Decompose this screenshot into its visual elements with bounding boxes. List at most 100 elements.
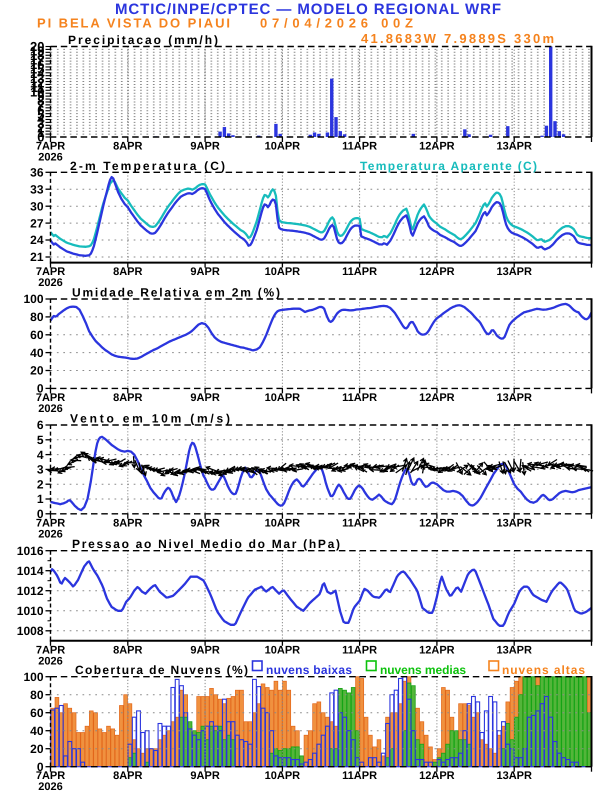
svg-text:nuvens altas: nuvens altas xyxy=(502,663,585,677)
svg-text:60: 60 xyxy=(30,328,44,342)
svg-text:8APR: 8APR xyxy=(113,392,142,404)
svg-text:3: 3 xyxy=(37,463,44,477)
svg-text:1: 1 xyxy=(37,492,44,506)
svg-text:2026: 2026 xyxy=(38,403,62,415)
svg-text:14: 14 xyxy=(30,66,45,81)
svg-text:5: 5 xyxy=(37,433,44,447)
svg-text:11APR: 11APR xyxy=(342,141,377,153)
svg-text:11APR: 11APR xyxy=(342,770,377,782)
svg-text:9APR: 9APR xyxy=(190,770,219,782)
svg-text:8APR: 8APR xyxy=(113,266,142,278)
svg-text:13APR: 13APR xyxy=(496,517,532,529)
svg-text:11APR: 11APR xyxy=(342,266,377,278)
svg-text:PI BELA VISTA DO PIAUI: PI BELA VISTA DO PIAUI xyxy=(37,16,230,31)
svg-text:13: 13 xyxy=(30,71,44,86)
svg-text:12APR: 12APR xyxy=(419,141,455,153)
svg-text:2026: 2026 xyxy=(38,781,62,792)
svg-text:100: 100 xyxy=(23,670,43,684)
svg-text:9: 9 xyxy=(37,89,44,104)
svg-text:7: 7 xyxy=(37,98,44,113)
svg-text:11APR: 11APR xyxy=(342,517,377,529)
svg-text:Umidade Relativa em 2m (%): Umidade Relativa em 2m (%) xyxy=(72,286,280,300)
svg-text:10APR: 10APR xyxy=(265,266,301,278)
svg-text:20: 20 xyxy=(30,742,44,756)
svg-text:2: 2 xyxy=(37,121,44,136)
svg-text:100: 100 xyxy=(23,292,43,306)
svg-text:1012: 1012 xyxy=(17,584,44,598)
svg-text:10APR: 10APR xyxy=(265,770,301,782)
svg-text:9APR: 9APR xyxy=(190,517,219,529)
svg-text:7APR: 7APR xyxy=(36,770,65,782)
svg-text:2: 2 xyxy=(37,477,44,491)
svg-text:10: 10 xyxy=(30,84,44,99)
svg-text:20: 20 xyxy=(30,364,44,378)
svg-text:6: 6 xyxy=(37,102,44,117)
svg-text:1008: 1008 xyxy=(17,624,44,638)
svg-text:8: 8 xyxy=(37,93,44,108)
svg-text:24: 24 xyxy=(30,233,44,247)
svg-text:Cobertura de Nuvens (%): Cobertura de Nuvens (%) xyxy=(75,663,248,677)
svg-text:40: 40 xyxy=(30,346,44,360)
svg-text:Precipitacao (mm/h): Precipitacao (mm/h) xyxy=(68,33,218,47)
svg-text:13APR: 13APR xyxy=(496,392,532,404)
svg-text:8APR: 8APR xyxy=(113,517,142,529)
svg-text:12APR: 12APR xyxy=(419,392,455,404)
svg-text:30: 30 xyxy=(30,199,44,213)
svg-text:2026: 2026 xyxy=(38,655,62,667)
svg-text:11APR: 11APR xyxy=(342,644,377,656)
svg-text:12APR: 12APR xyxy=(419,770,455,782)
svg-text:1014: 1014 xyxy=(17,564,44,578)
svg-text:9APR: 9APR xyxy=(190,392,219,404)
svg-text:19: 19 xyxy=(30,44,44,59)
svg-text:27: 27 xyxy=(30,216,44,230)
svg-text:13APR: 13APR xyxy=(496,770,532,782)
svg-text:MCTIC/INPE/CPTEC — MODELO REGI: MCTIC/INPE/CPTEC — MODELO REGIONAL WRF xyxy=(115,1,501,18)
svg-text:10APR: 10APR xyxy=(265,517,301,529)
svg-text:12APR: 12APR xyxy=(419,517,455,529)
svg-text:9APR: 9APR xyxy=(190,266,219,278)
svg-text:12APR: 12APR xyxy=(419,266,455,278)
svg-text:2-m Temperatura (C): 2-m Temperatura (C) xyxy=(70,159,225,173)
svg-text:07/04/2026 00Z: 07/04/2026 00Z xyxy=(260,16,413,31)
svg-text:80: 80 xyxy=(30,688,44,702)
svg-text:12APR: 12APR xyxy=(419,644,455,656)
svg-text:17: 17 xyxy=(30,53,44,68)
svg-text:0: 0 xyxy=(37,130,44,145)
svg-text:Temperatura Aparente (C): Temperatura Aparente (C) xyxy=(360,159,537,173)
svg-text:8APR: 8APR xyxy=(113,644,142,656)
svg-text:0: 0 xyxy=(37,760,44,774)
svg-text:6: 6 xyxy=(37,418,44,432)
svg-text:2026: 2026 xyxy=(38,277,62,289)
svg-text:9APR: 9APR xyxy=(190,644,219,656)
svg-text:1: 1 xyxy=(37,125,44,140)
svg-text:1016: 1016 xyxy=(17,544,44,558)
svg-text:Pressao ao Nivel Medio do Mar: Pressao ao Nivel Medio do Mar (hPa) xyxy=(72,537,340,551)
svg-text:nuvens baixas: nuvens baixas xyxy=(266,663,352,677)
svg-text:13APR: 13APR xyxy=(496,644,532,656)
svg-text:3: 3 xyxy=(37,116,44,131)
svg-text:0: 0 xyxy=(37,382,44,396)
svg-text:4: 4 xyxy=(37,112,45,127)
svg-text:10APR: 10APR xyxy=(265,141,301,153)
svg-text:2026: 2026 xyxy=(38,528,62,540)
svg-text:18: 18 xyxy=(30,48,44,63)
svg-text:7APR: 7APR xyxy=(36,517,65,529)
svg-text:7APR: 7APR xyxy=(36,644,65,656)
svg-text:7APR: 7APR xyxy=(36,141,65,153)
svg-text:13APR: 13APR xyxy=(496,141,532,153)
svg-text:8APR: 8APR xyxy=(113,770,142,782)
svg-text:15: 15 xyxy=(30,62,44,77)
svg-text:36: 36 xyxy=(30,166,44,180)
svg-text:60: 60 xyxy=(30,706,44,720)
svg-text:12: 12 xyxy=(30,75,44,90)
svg-text:40: 40 xyxy=(30,724,44,738)
svg-text:33: 33 xyxy=(30,182,44,196)
svg-text:1010: 1010 xyxy=(17,604,44,618)
svg-text:80: 80 xyxy=(30,310,44,324)
svg-text:16: 16 xyxy=(30,57,44,72)
svg-text:0: 0 xyxy=(37,507,44,521)
svg-text:5: 5 xyxy=(37,107,44,122)
svg-text:8APR: 8APR xyxy=(113,141,142,153)
svg-text:7APR: 7APR xyxy=(36,266,65,278)
svg-text:4: 4 xyxy=(37,448,44,462)
